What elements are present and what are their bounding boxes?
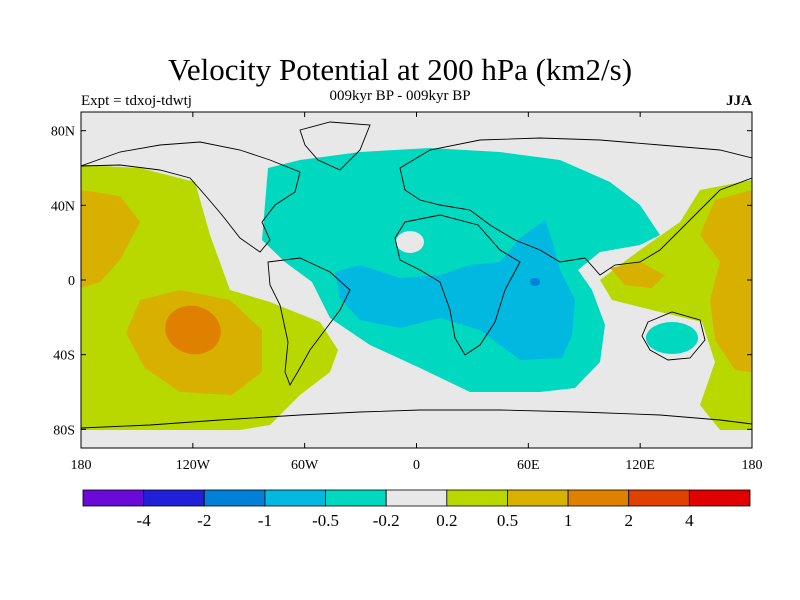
negative-anomaly-fields — [262, 148, 698, 392]
north-america-coast — [81, 141, 301, 253]
arabia-near-zero-patch — [396, 231, 424, 253]
colorbar-swatch — [203, 489, 266, 507]
colorbar-swatch — [143, 489, 205, 507]
lon-tick-label: 120W — [176, 458, 211, 473]
lat-tick-label: 40S — [53, 349, 75, 364]
lon-tick-label: 180 — [742, 458, 763, 473]
season-label: JJA — [726, 93, 752, 109]
colorbar-label: 1 — [564, 511, 573, 530]
colorbar-swatch — [325, 489, 387, 507]
chart-title: Velocity Potential at 200 hPa (km2/s) — [167, 52, 633, 87]
colorbar-swatch — [446, 489, 508, 507]
colorbar-swatch — [628, 489, 690, 507]
colorbar-label: -1 — [258, 511, 272, 530]
lon-tick-label: 180 — [71, 458, 92, 473]
colorbar-swatch — [567, 489, 630, 507]
south-pacific-maximum — [165, 305, 221, 355]
colorbar-label: -2 — [197, 511, 211, 530]
colorbar-swatch — [385, 489, 448, 507]
south-america-coast — [267, 257, 351, 387]
coastlines — [81, 121, 752, 429]
west-pacific-moderate-region — [700, 190, 752, 372]
map-axes: 180 120W 60W 0 60E 120E 180 80N 40N 0 40S 80S — [51, 112, 763, 473]
colorbar-label: -0.5 — [312, 511, 339, 530]
colorbar-swatch — [82, 489, 145, 507]
colorbar-label: -4 — [137, 511, 152, 530]
colorbar-label: 0.5 — [497, 511, 518, 530]
australia-coast — [641, 311, 706, 361]
eurasia-coast — [399, 137, 752, 276]
colorbar-swatch — [264, 489, 326, 507]
colorbar-swatch — [507, 489, 569, 507]
experiment-label: Expt = tdxoj-tdwtj — [81, 93, 192, 109]
lat-tick-label: 80N — [51, 125, 75, 140]
lon-tick-label: 60W — [291, 458, 319, 473]
lon-tick-label: 120E — [625, 458, 655, 473]
africa-coast — [394, 214, 521, 356]
antarctica-coast — [81, 409, 752, 429]
colorbar-label: -0.2 — [373, 511, 400, 530]
colorbar-label: 2 — [624, 511, 633, 530]
australia-negative-region — [646, 322, 698, 354]
lat-tick-label: 80S — [53, 423, 75, 438]
colorbar-label: 0.2 — [436, 511, 457, 530]
indian-ocean-core — [530, 278, 540, 286]
lat-tick-label: 0 — [68, 274, 75, 289]
tropical-negative-region — [335, 220, 575, 360]
colorbar-label: 4 — [685, 511, 694, 530]
colorbar-swatch — [688, 489, 751, 507]
pacific-moderate-region — [81, 190, 140, 288]
lon-tick-label: 60E — [517, 458, 540, 473]
positive-anomaly-fields — [81, 165, 752, 430]
lon-tick-label: 0 — [413, 458, 420, 473]
lat-tick-label: 40N — [51, 199, 75, 214]
greenland-coast — [299, 121, 371, 171]
chart-subtitle: 009kyr BP - 009kyr BP — [329, 88, 471, 104]
colorbar: -4 -2 -1 -0.5 -0.2 0.2 0.5 1 2 4 — [82, 489, 751, 530]
maritime-moderate-region — [610, 262, 665, 288]
map-plot-area — [81, 112, 752, 448]
